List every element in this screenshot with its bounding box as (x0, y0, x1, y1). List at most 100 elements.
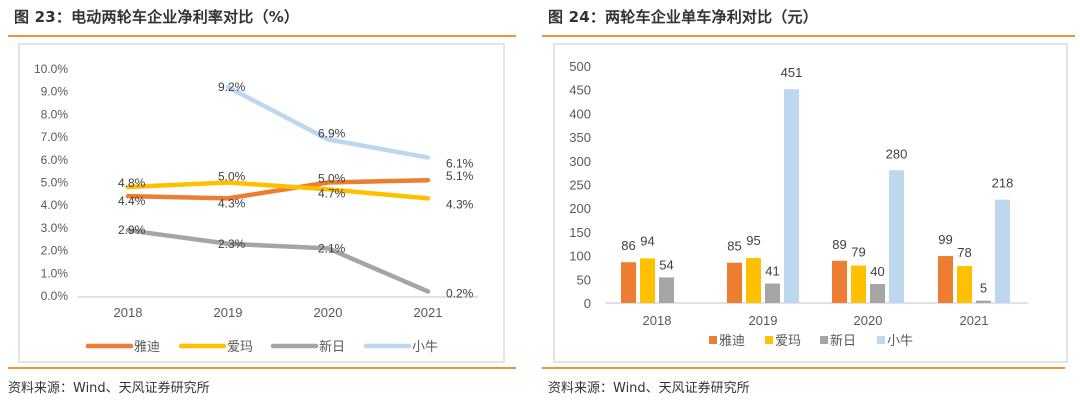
bar-雅迪-2021 (938, 256, 953, 303)
line-data-label: 4.7% (318, 186, 346, 200)
line-data-label: 4.3% (218, 196, 246, 210)
left-y-tick-label: 7.0% (41, 130, 69, 144)
left-y-tick-label: 9.0% (41, 85, 69, 99)
line-series-雅迪 (125, 177, 431, 201)
legend-label-新日: 新日 (319, 339, 345, 354)
left-y-tick-label: 3.0% (41, 221, 69, 235)
bar-爱玛-2019 (746, 257, 761, 303)
right-y-tick-label: 500 (569, 59, 591, 74)
line-data-label: 2.9% (118, 223, 146, 237)
left-x-tick-label: 2019 (214, 305, 243, 320)
bar-data-label: 79 (851, 245, 865, 260)
right-y-tick-label: 100 (569, 249, 591, 264)
bar-data-label: 85 (727, 239, 741, 254)
left-bottom-rule (8, 367, 516, 369)
legend-swatch-爱玛 (765, 336, 773, 344)
left-title-rule (8, 35, 516, 37)
right-x-tick-label: 2019 (749, 313, 778, 328)
right-y-tick-label: 200 (569, 201, 591, 216)
line-series-新日 (125, 227, 431, 294)
line-data-label: 9.2% (218, 80, 246, 94)
bar-data-label: 99 (938, 232, 952, 247)
left-y-tick-label: 6.0% (41, 153, 69, 167)
bar-data-label: 5 (980, 281, 987, 296)
legend-label-新日: 新日 (830, 333, 856, 348)
legend-swatch-雅迪 (709, 336, 717, 344)
line-data-label: 2.3% (218, 237, 246, 251)
bar-data-label: 94 (640, 233, 654, 248)
bar-data-label: 95 (746, 233, 760, 248)
bar-data-label: 40 (870, 264, 884, 279)
bar-新日-2021 (976, 300, 991, 303)
legend-label-雅迪: 雅迪 (719, 333, 745, 348)
bar-data-label: 54 (659, 257, 673, 272)
line-data-label: 4.8% (118, 176, 146, 190)
bar-data-label: 41 (765, 264, 779, 279)
legend-label-小牛: 小牛 (412, 339, 438, 354)
bar-data-label: 218 (992, 176, 1014, 191)
left-x-tick-label: 2021 (414, 305, 443, 320)
line-data-label: 5.0% (218, 170, 246, 184)
bar-雅迪-2019 (727, 262, 742, 303)
bar-雅迪-2020 (832, 260, 847, 303)
left-source-note: 资料来源：Wind、天风证券研究所 (8, 381, 210, 396)
left-y-tick-label: 0.0% (41, 289, 69, 303)
legend-label-爱玛: 爱玛 (227, 339, 253, 354)
legend-label-爱玛: 爱玛 (775, 333, 801, 348)
legend-swatch-小牛 (877, 336, 885, 344)
right-y-tick-label: 0 (584, 296, 591, 311)
bar-小牛-2019 (784, 89, 799, 303)
legend-swatch-新日 (820, 336, 828, 344)
right-x-tick-label: 2021 (960, 313, 989, 328)
legend-label-雅迪: 雅迪 (134, 339, 160, 354)
left-chart-frame (18, 43, 505, 363)
line-data-label: 5.1% (446, 169, 474, 183)
left-x-tick-label: 2020 (314, 305, 343, 320)
legend-label-小牛: 小牛 (887, 333, 913, 348)
bar-data-label: 451 (781, 65, 803, 80)
right-y-tick-label: 350 (569, 130, 591, 145)
left-chart-title: 图 23：电动两轮车企业净利率对比（%） (14, 8, 300, 26)
line-data-label: 0.2% (446, 286, 474, 300)
right-source-note: 资料来源：Wind、天风证券研究所 (548, 381, 750, 396)
right-chart-title: 图 24：两轮车企业单车净利对比（元） (548, 8, 818, 26)
right-x-tick-label: 2018 (643, 313, 672, 328)
line-data-label: 4.3% (446, 197, 474, 211)
left-y-tick-label: 5.0% (41, 176, 69, 190)
bar-新日-2018 (659, 277, 674, 303)
line-data-label: 6.1% (446, 157, 474, 171)
left-y-tick-label: 10.0% (34, 62, 68, 76)
line-data-label: 2.1% (318, 241, 346, 255)
right-bottom-rule (542, 367, 1065, 369)
bar-爱玛-2020 (851, 265, 866, 303)
line-data-label: 6.9% (318, 126, 346, 140)
bar-小牛-2020 (889, 170, 904, 303)
right-y-tick-label: 300 (569, 154, 591, 169)
bar-data-label: 78 (957, 245, 971, 260)
bar-新日-2020 (870, 284, 885, 303)
right-title-rule (542, 35, 1075, 37)
bar-data-label: 280 (886, 146, 908, 161)
line-series-爱玛 (125, 180, 431, 201)
left-y-tick-label: 1.0% (41, 266, 69, 280)
right-y-tick-label: 250 (569, 178, 591, 193)
bar-雅迪-2018 (621, 262, 636, 303)
right-y-tick-label: 400 (569, 106, 591, 121)
right-chart-frame (553, 43, 1068, 363)
line-data-label: 5.0% (318, 172, 346, 186)
right-y-tick-label: 450 (569, 83, 591, 98)
bar-小牛-2021 (995, 199, 1010, 303)
bar-爱玛-2018 (640, 258, 655, 303)
bar-爱玛-2021 (957, 266, 972, 303)
right-y-tick-label: 150 (569, 225, 591, 240)
right-y-tick-label: 50 (577, 272, 591, 287)
bar-data-label: 86 (621, 238, 635, 253)
left-y-tick-label: 4.0% (41, 198, 69, 212)
bar-新日-2019 (765, 283, 780, 303)
left-y-tick-label: 2.0% (41, 244, 69, 258)
line-data-label: 4.4% (118, 194, 146, 208)
left-x-tick-label: 2018 (114, 305, 143, 320)
left-y-tick-label: 8.0% (41, 107, 69, 121)
bar-data-label: 89 (832, 237, 846, 252)
